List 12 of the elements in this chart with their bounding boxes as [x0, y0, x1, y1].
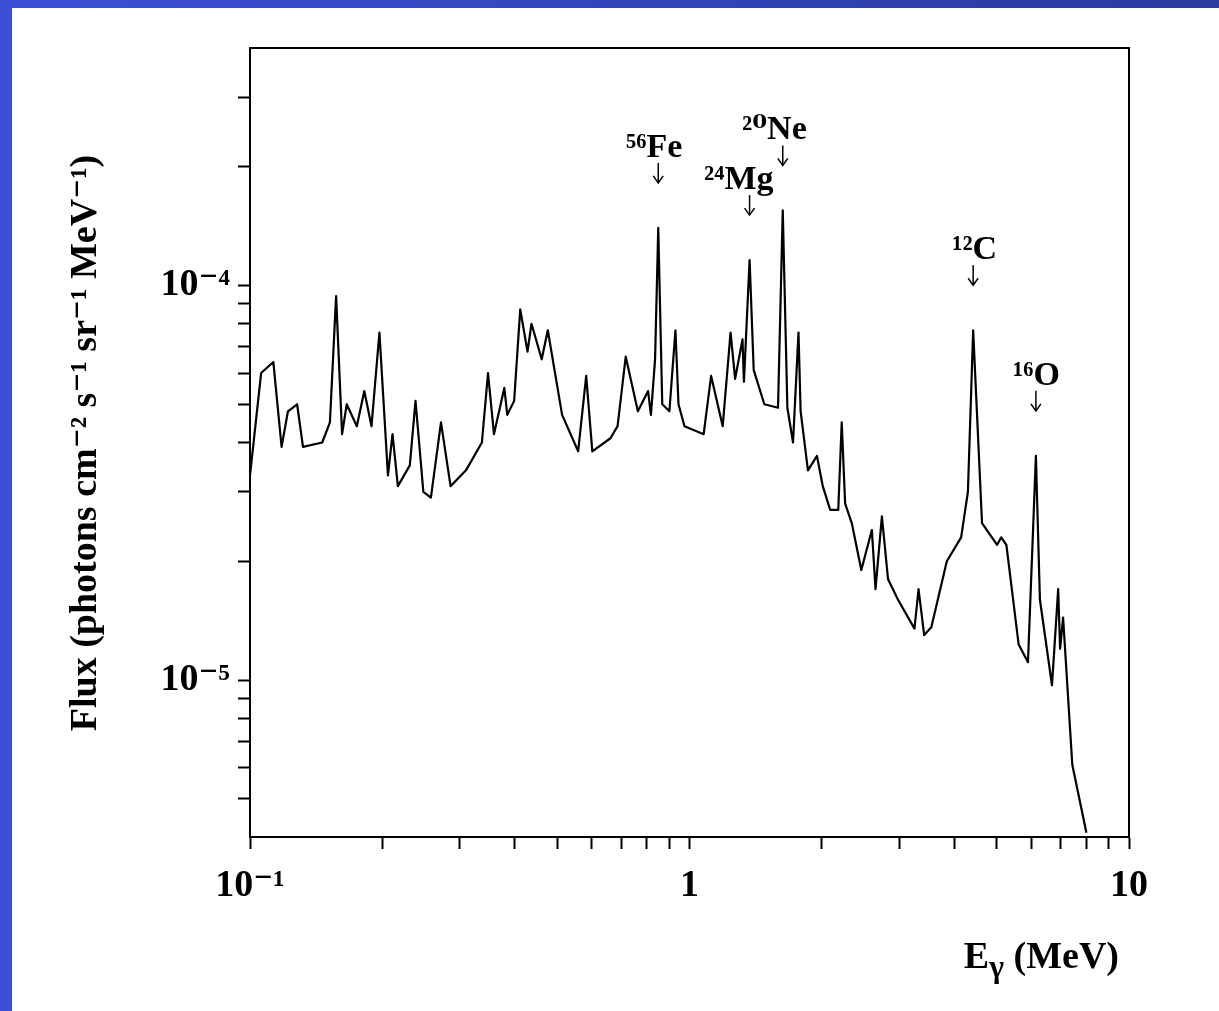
annotation: ¹²C — [952, 229, 998, 267]
y-axis-title: Flux (photons cm⁻² s⁻¹ sr⁻¹ MeV⁻¹) — [60, 154, 105, 731]
annotation: ²⁰Ne — [742, 109, 807, 147]
x-tick-label: 1 — [680, 861, 699, 904]
x-tick-label: 10⁻¹ — [215, 861, 285, 904]
y-tick-label: 10⁻⁵ — [160, 655, 230, 698]
annotation: ¹⁶O — [1013, 354, 1060, 392]
x-axis-title: E$_{γ}$ (MeV) — [963, 933, 1119, 985]
x-tick-label: 10 — [1110, 861, 1148, 904]
annotation: ²⁴Mg — [704, 159, 774, 197]
annotation: ⁵⁶Fe — [626, 126, 683, 164]
y-tick-label: 10⁻⁴ — [160, 261, 231, 304]
